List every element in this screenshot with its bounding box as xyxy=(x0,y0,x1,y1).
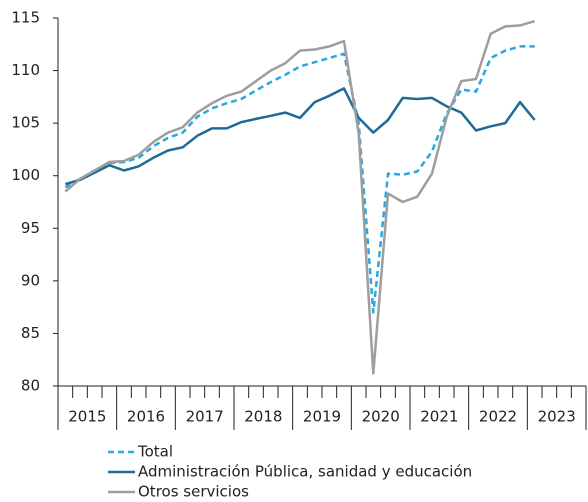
x-tick-label: 2019 xyxy=(303,408,341,426)
y-tick-label: 95 xyxy=(21,219,40,237)
x-tick-label: 2023 xyxy=(538,408,576,426)
legend-label: Total xyxy=(137,443,173,461)
y-tick-label: 110 xyxy=(11,61,40,79)
y-tick-label: 100 xyxy=(11,166,40,184)
x-tick-label: 2020 xyxy=(362,408,400,426)
legend-label: Administración Pública, sanidad y educac… xyxy=(138,463,472,481)
x-tick-label: 2015 xyxy=(68,408,106,426)
y-tick-label: 115 xyxy=(11,9,40,27)
x-tick-label: 2022 xyxy=(479,408,517,426)
y-tick-label: 85 xyxy=(21,324,40,342)
x-tick-label: 2021 xyxy=(420,408,458,426)
y-tick-label: 80 xyxy=(21,377,40,395)
series-line xyxy=(64,19,536,375)
x-tick-label: 2018 xyxy=(244,408,282,426)
y-tick-label: 105 xyxy=(11,114,40,132)
series-line xyxy=(64,45,535,314)
series-line xyxy=(64,87,536,186)
x-tick-label: 2017 xyxy=(186,408,224,426)
y-tick-label: 90 xyxy=(21,271,40,289)
x-tick-label: 2016 xyxy=(127,408,165,426)
legend-label: Otros servicios xyxy=(138,483,249,501)
